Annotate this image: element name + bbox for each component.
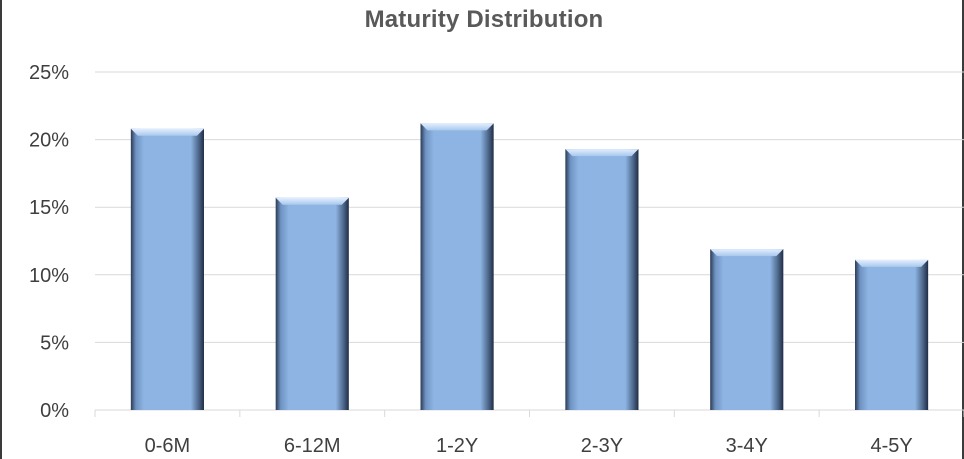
y-tick-label: 5% xyxy=(40,332,69,354)
bar-2-3Y xyxy=(565,149,639,410)
y-tick-label: 0% xyxy=(40,400,69,422)
x-tick-label: 6-12M xyxy=(284,435,341,457)
bar xyxy=(130,128,204,410)
x-tick-label: 0-6M xyxy=(145,435,191,457)
bar-top-bevel xyxy=(565,149,639,157)
bar xyxy=(710,249,784,410)
gridlines xyxy=(95,71,964,343)
bar-3-4Y xyxy=(710,249,784,410)
bar-top-bevel xyxy=(130,128,204,136)
y-tick-label: 20% xyxy=(29,130,69,152)
y-tick-label: 25% xyxy=(29,62,69,84)
y-tick-label: 10% xyxy=(29,265,69,287)
bar-6-12M xyxy=(275,197,349,410)
bar xyxy=(565,149,639,410)
chart-title: Maturity Distribution xyxy=(364,6,604,33)
bar xyxy=(855,259,929,410)
x-tick-label: 2-3Y xyxy=(581,435,623,457)
x-axis xyxy=(94,409,964,417)
y-tick-labels: 0% 5% 10% 15% 20% 25% xyxy=(29,62,69,422)
bar-top-bevel xyxy=(710,249,784,257)
bar-top-bevel xyxy=(275,197,349,205)
x-tick-label: 4-5Y xyxy=(870,435,912,457)
x-tick-label: 1-2Y xyxy=(436,435,478,457)
x-tick-label: 3-4Y xyxy=(726,435,768,457)
bar-top-bevel xyxy=(855,259,929,267)
bar-top-bevel xyxy=(420,123,494,131)
y-tick-label: 15% xyxy=(29,197,69,219)
bar xyxy=(420,123,494,410)
x-tick-labels: 0-6M 6-12M 1-2Y 2-3Y 3-4Y 4-5Y xyxy=(145,435,913,457)
bar-4-5Y xyxy=(855,259,929,410)
bar-1-2Y xyxy=(420,123,494,410)
bar-0-6M xyxy=(130,128,204,410)
bars xyxy=(130,123,929,410)
bar xyxy=(275,197,349,410)
